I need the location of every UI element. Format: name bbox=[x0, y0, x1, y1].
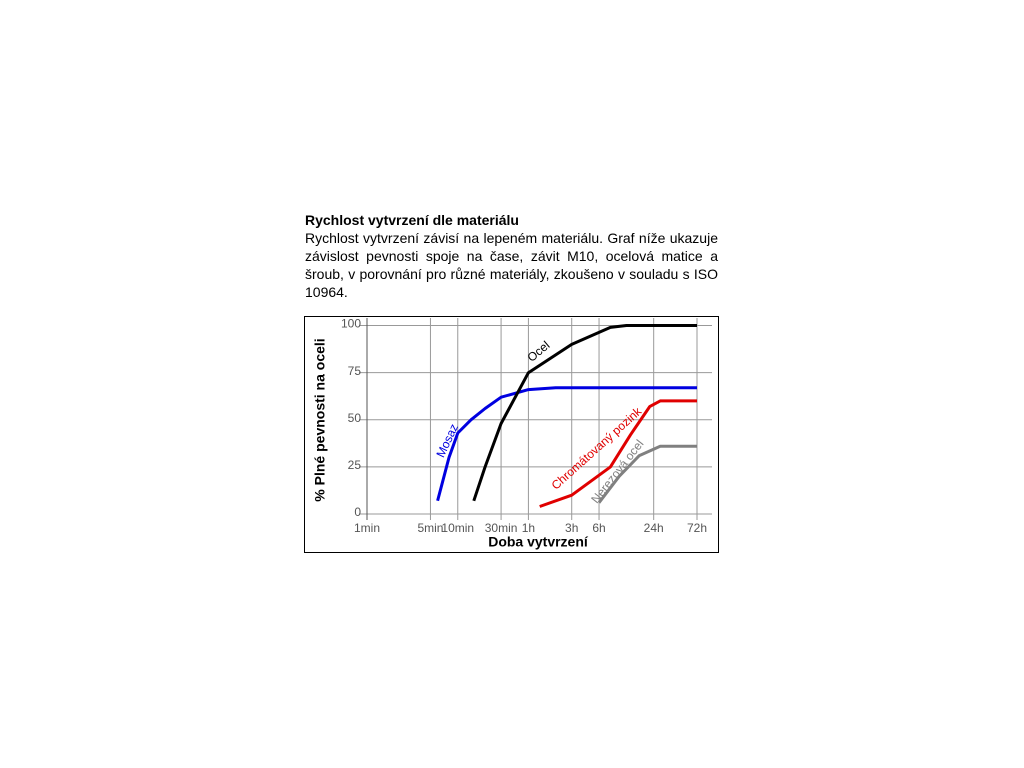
paragraph: Rychlost vytvrzení závisí na lepeném mat… bbox=[305, 230, 718, 300]
series-line bbox=[539, 399, 697, 508]
series-label: Mosaz bbox=[433, 422, 461, 460]
x-tick-label: 5min bbox=[417, 521, 443, 535]
heading: Rychlost vytvrzení dle materiálu bbox=[305, 212, 519, 228]
x-tick-label: 1h bbox=[522, 521, 535, 535]
x-tick-label: 24h bbox=[644, 521, 664, 535]
y-tick-label: 0 bbox=[354, 505, 361, 519]
y-tick-label: 100 bbox=[341, 317, 361, 331]
series-line bbox=[472, 324, 697, 502]
x-tick-label: 10min bbox=[441, 521, 474, 535]
chart-frame bbox=[304, 316, 719, 553]
x-tick-label: 30min bbox=[485, 521, 518, 535]
x-tick-label: 1min bbox=[354, 521, 380, 535]
y-tick-label: 75 bbox=[348, 364, 362, 378]
y-tick-label: 50 bbox=[348, 411, 362, 425]
document: Rychlost vytvrzení dle materiálu Rychlos… bbox=[305, 211, 718, 301]
x-tick-label: 72h bbox=[687, 521, 707, 535]
x-tick-label: 6h bbox=[592, 521, 605, 535]
y-axis-label: % Plné pevnosti na oceli bbox=[312, 338, 328, 501]
x-axis-label: Doba vytvrzení bbox=[488, 534, 589, 550]
series-line bbox=[436, 386, 697, 502]
series-line bbox=[597, 444, 697, 504]
y-tick-label: 25 bbox=[348, 458, 362, 472]
x-tick-label: 3h bbox=[565, 521, 578, 535]
